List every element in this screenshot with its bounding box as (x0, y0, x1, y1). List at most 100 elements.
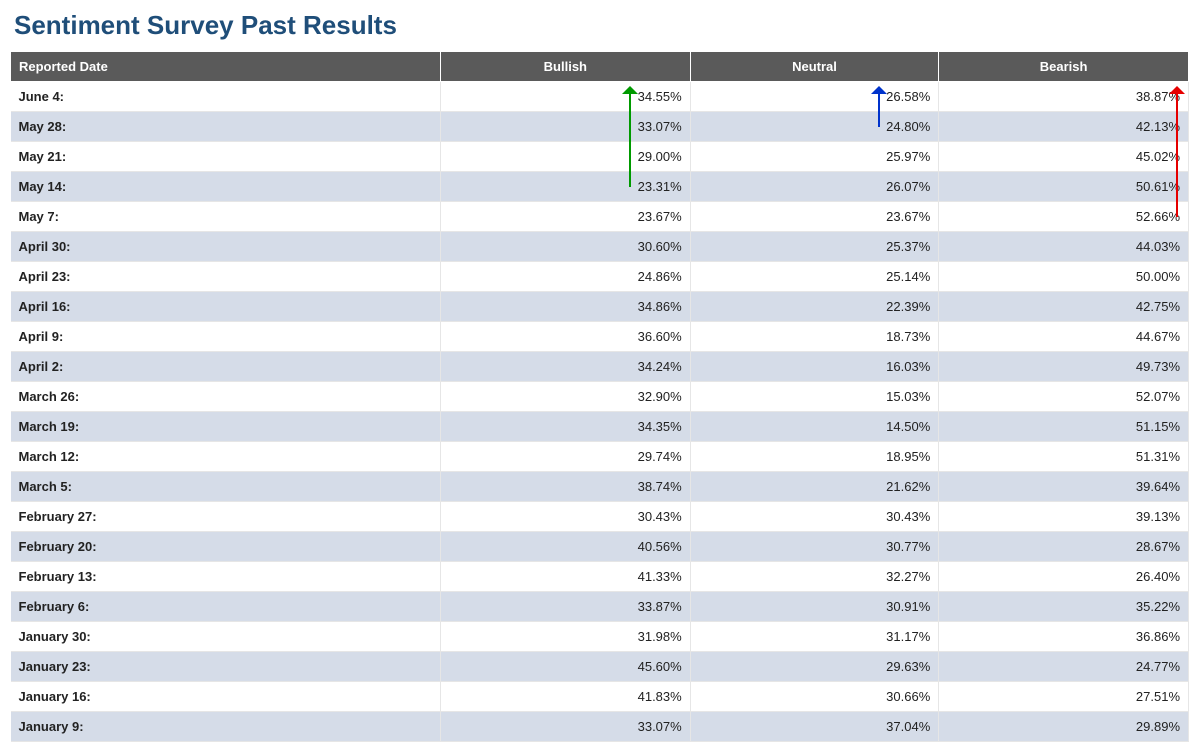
cell-neutral: 24.80% (690, 112, 939, 142)
cell-bullish: 33.07% (440, 712, 690, 742)
cell-bearish: 52.07% (939, 382, 1189, 412)
cell-bearish: 51.31% (939, 442, 1189, 472)
cell-bullish: 31.98% (440, 622, 690, 652)
cell-bearish: 26.40% (939, 562, 1189, 592)
table-row: May 14:23.31%26.07%50.61% (11, 172, 1189, 202)
table-row: March 26:32.90%15.03%52.07% (11, 382, 1189, 412)
col-header-bearish: Bearish (939, 52, 1189, 82)
cell-neutral: 14.50% (690, 412, 939, 442)
cell-date: April 23: (11, 262, 441, 292)
table-row: March 12:29.74%18.95%51.31% (11, 442, 1189, 472)
col-header-neutral: Neutral (690, 52, 939, 82)
table-row: February 27:30.43%30.43%39.13% (11, 502, 1189, 532)
cell-bearish: 38.87% (939, 82, 1189, 112)
cell-bearish: 44.67% (939, 322, 1189, 352)
cell-neutral: 25.37% (690, 232, 939, 262)
cell-neutral: 18.95% (690, 442, 939, 472)
cell-neutral: 25.97% (690, 142, 939, 172)
cell-date: March 12: (11, 442, 441, 472)
cell-bearish: 42.13% (939, 112, 1189, 142)
cell-neutral: 30.91% (690, 592, 939, 622)
cell-neutral: 25.14% (690, 262, 939, 292)
cell-bearish: 45.02% (939, 142, 1189, 172)
cell-bullish: 36.60% (440, 322, 690, 352)
cell-neutral: 32.27% (690, 562, 939, 592)
cell-bearish: 35.22% (939, 592, 1189, 622)
cell-bullish: 34.86% (440, 292, 690, 322)
table-row: February 6:33.87%30.91%35.22% (11, 592, 1189, 622)
cell-bearish: 24.77% (939, 652, 1189, 682)
table-row: February 20:40.56%30.77%28.67% (11, 532, 1189, 562)
table-row: April 2:34.24%16.03%49.73% (11, 352, 1189, 382)
cell-date: April 30: (11, 232, 441, 262)
cell-date: April 2: (11, 352, 441, 382)
cell-bullish: 38.74% (440, 472, 690, 502)
cell-date: March 19: (11, 412, 441, 442)
cell-bullish: 23.31% (440, 172, 690, 202)
cell-date: May 14: (11, 172, 441, 202)
cell-bearish: 50.61% (939, 172, 1189, 202)
cell-date: March 5: (11, 472, 441, 502)
cell-date: June 4: (11, 82, 441, 112)
cell-neutral: 26.58% (690, 82, 939, 112)
cell-bearish: 50.00% (939, 262, 1189, 292)
cell-neutral: 16.03% (690, 352, 939, 382)
cell-date: January 9: (11, 712, 441, 742)
cell-bullish: 24.86% (440, 262, 690, 292)
table-header-row: Reported Date Bullish Neutral Bearish (11, 52, 1189, 82)
cell-bearish: 39.64% (939, 472, 1189, 502)
cell-bearish: 51.15% (939, 412, 1189, 442)
cell-neutral: 22.39% (690, 292, 939, 322)
cell-date: March 26: (11, 382, 441, 412)
cell-neutral: 21.62% (690, 472, 939, 502)
cell-bullish: 30.43% (440, 502, 690, 532)
cell-bullish: 33.07% (440, 112, 690, 142)
cell-date: February 27: (11, 502, 441, 532)
table-row: January 23:45.60%29.63%24.77% (11, 652, 1189, 682)
cell-date: January 23: (11, 652, 441, 682)
cell-neutral: 29.63% (690, 652, 939, 682)
cell-bearish: 39.13% (939, 502, 1189, 532)
cell-bullish: 33.87% (440, 592, 690, 622)
cell-bearish: 29.89% (939, 712, 1189, 742)
cell-neutral: 30.43% (690, 502, 939, 532)
cell-bearish: 49.73% (939, 352, 1189, 382)
table-row: January 16:41.83%30.66%27.51% (11, 682, 1189, 712)
results-table: Reported Date Bullish Neutral Bearish Ju… (10, 51, 1189, 742)
cell-date: May 21: (11, 142, 441, 172)
cell-bullish: 34.24% (440, 352, 690, 382)
cell-date: February 6: (11, 592, 441, 622)
cell-bullish: 34.55% (440, 82, 690, 112)
cell-date: May 28: (11, 112, 441, 142)
table-row: January 9:33.07%37.04%29.89% (11, 712, 1189, 742)
table-row: April 16:34.86%22.39%42.75% (11, 292, 1189, 322)
cell-neutral: 18.73% (690, 322, 939, 352)
cell-date: February 13: (11, 562, 441, 592)
cell-date: April 9: (11, 322, 441, 352)
cell-bearish: 42.75% (939, 292, 1189, 322)
cell-bullish: 23.67% (440, 202, 690, 232)
cell-date: February 20: (11, 532, 441, 562)
table-row: May 21:29.00%25.97%45.02% (11, 142, 1189, 172)
cell-neutral: 15.03% (690, 382, 939, 412)
table-row: March 19:34.35%14.50%51.15% (11, 412, 1189, 442)
cell-bullish: 45.60% (440, 652, 690, 682)
cell-bearish: 52.66% (939, 202, 1189, 232)
table-row: January 30:31.98%31.17%36.86% (11, 622, 1189, 652)
table-row: April 23:24.86%25.14%50.00% (11, 262, 1189, 292)
cell-bullish: 29.74% (440, 442, 690, 472)
cell-neutral: 26.07% (690, 172, 939, 202)
page-title: Sentiment Survey Past Results (14, 10, 1189, 41)
cell-bullish: 41.33% (440, 562, 690, 592)
cell-neutral: 30.66% (690, 682, 939, 712)
cell-bearish: 44.03% (939, 232, 1189, 262)
cell-bullish: 40.56% (440, 532, 690, 562)
cell-neutral: 30.77% (690, 532, 939, 562)
cell-date: January 16: (11, 682, 441, 712)
cell-bullish: 29.00% (440, 142, 690, 172)
cell-bullish: 30.60% (440, 232, 690, 262)
table-row: June 4:34.55%26.58%38.87% (11, 82, 1189, 112)
cell-neutral: 23.67% (690, 202, 939, 232)
cell-bullish: 41.83% (440, 682, 690, 712)
cell-neutral: 31.17% (690, 622, 939, 652)
